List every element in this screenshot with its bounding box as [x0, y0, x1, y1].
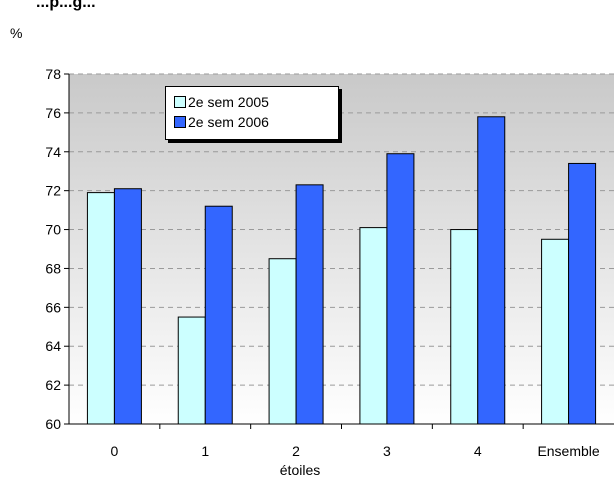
- y-tick-label: 68: [45, 260, 61, 276]
- legend-swatch-2006: [174, 116, 186, 128]
- chart-title-fragment: ...p...g...: [36, 0, 96, 11]
- grid-lines: [69, 73, 614, 386]
- x-tick-label: 4: [474, 443, 482, 459]
- bar-2005: [450, 229, 479, 425]
- bar-2006: [204, 205, 233, 425]
- bar-2006: [477, 116, 506, 425]
- y-tick-label: 66: [45, 299, 61, 315]
- legend-swatch-2005: [174, 96, 186, 108]
- bar-2006: [295, 184, 324, 425]
- x-tick-label: 1: [201, 443, 209, 459]
- y-tick-label: 72: [45, 183, 61, 199]
- legend: 2e sem 2005 2e sem 2006: [165, 86, 339, 140]
- y-tick-label: 64: [45, 338, 61, 354]
- y-tick-label: 74: [45, 144, 61, 160]
- bar-2005: [541, 238, 570, 425]
- y-tick-label: 70: [45, 222, 61, 238]
- y-tick-label: 76: [45, 105, 61, 121]
- bar-2006: [568, 162, 597, 425]
- x-ticks: 0 1 2 3 4 Ensemble: [111, 424, 600, 459]
- y-tick-label: 62: [45, 377, 61, 393]
- bar-2005: [177, 316, 206, 425]
- legend-label-2005: 2e sem 2005: [188, 94, 269, 110]
- bar-2006: [386, 153, 415, 425]
- plot-area: [69, 74, 614, 424]
- x-axis-label: étoiles: [280, 462, 320, 477]
- bar-2005: [268, 258, 297, 425]
- y-tick-label: 60: [45, 416, 61, 432]
- legend-item-2005: 2e sem 2005: [174, 93, 269, 111]
- y-tick-label: 78: [45, 66, 61, 82]
- y-ticks: 60 62 64 66 68 70 72 74 76 78: [45, 66, 69, 432]
- bar-2005: [86, 192, 115, 425]
- x-tick-label: 3: [383, 443, 391, 459]
- bar-2006: [113, 188, 142, 425]
- bar-2005: [359, 227, 388, 425]
- x-tick-label: 0: [111, 443, 119, 459]
- y-axis-label: %: [10, 25, 22, 41]
- x-tick-label: 2: [292, 443, 300, 459]
- legend-label-2006: 2e sem 2006: [188, 114, 269, 130]
- bars-group: [86, 116, 597, 425]
- legend-item-2006: 2e sem 2006: [174, 113, 269, 131]
- x-tick-label: Ensemble: [537, 443, 599, 459]
